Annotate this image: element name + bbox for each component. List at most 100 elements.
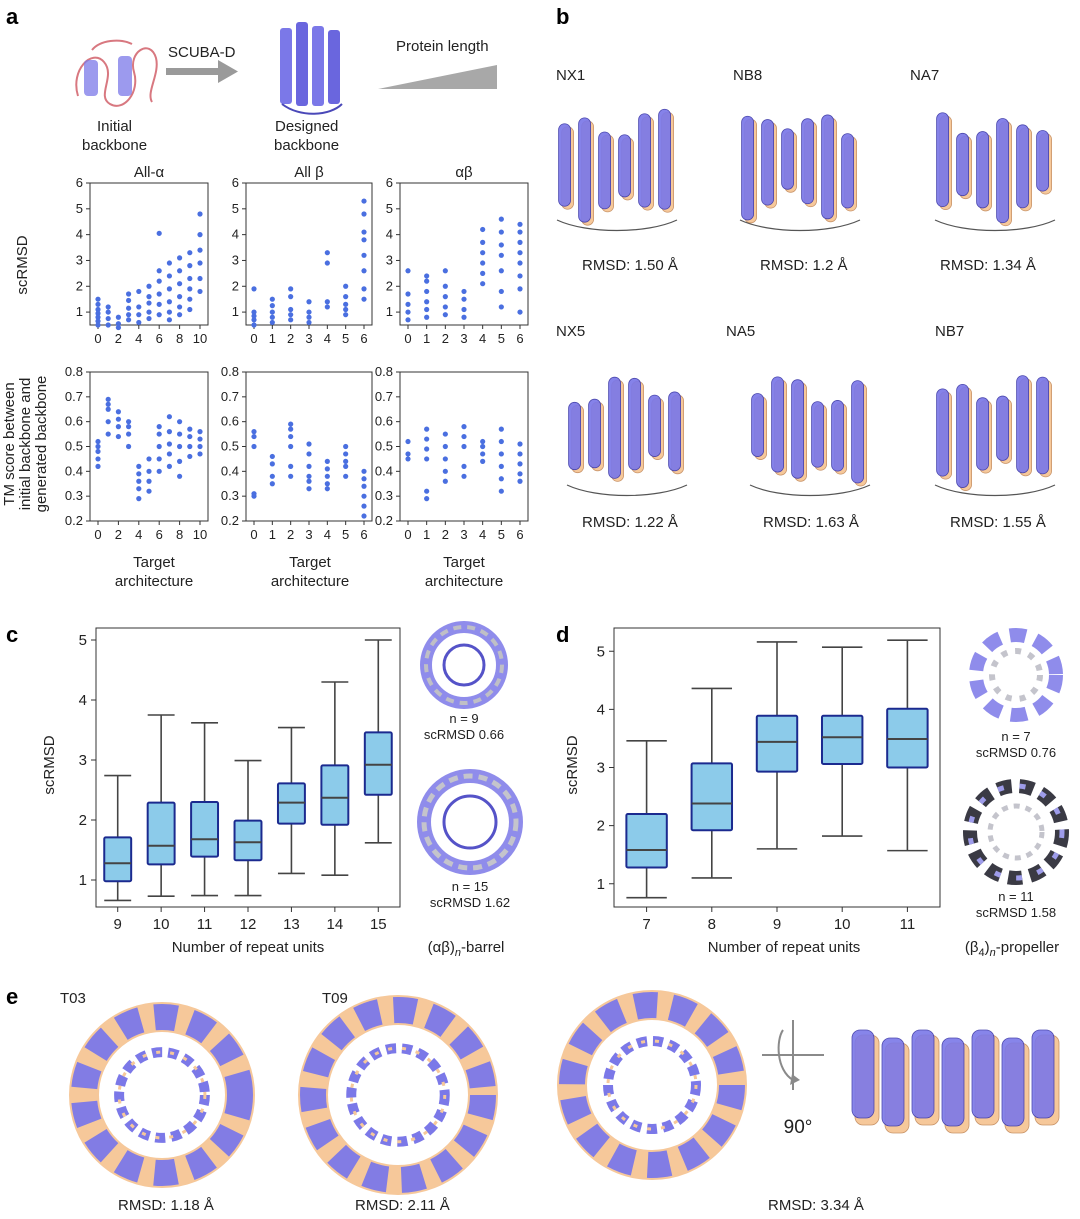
ytick-label: 1	[386, 304, 393, 319]
barrel-inset-n15	[417, 769, 523, 875]
design-element	[841, 133, 854, 209]
scatter-point	[187, 306, 193, 313]
design-element	[781, 128, 794, 190]
scatter-point	[146, 456, 152, 462]
scatter-point	[424, 436, 430, 442]
scatter-point	[405, 317, 411, 323]
ytick-label: 5	[386, 201, 393, 216]
scatter-point	[343, 458, 349, 464]
xtick-label: 0	[404, 331, 411, 346]
box-d-ytick-label: 2	[597, 818, 605, 835]
scatter-point	[461, 424, 467, 430]
ytick-label: 1	[232, 304, 239, 319]
scatter-point	[306, 463, 312, 469]
scatter-point	[288, 317, 294, 323]
scatter-point	[461, 314, 467, 320]
box-c-xtick-label: 10	[153, 916, 170, 933]
design-element	[791, 379, 804, 479]
scatter-point	[95, 322, 101, 328]
scatter-point	[442, 268, 448, 274]
design-element	[668, 391, 681, 472]
ytick-label: 0.3	[221, 488, 239, 503]
ytick-label: 4	[76, 227, 83, 242]
length-label: Protein length	[396, 38, 489, 55]
scatter-point	[424, 314, 430, 320]
xtick-label: 6	[360, 331, 367, 346]
outer-helix-ring-design	[71, 1004, 253, 1186]
scatter-point	[442, 443, 448, 450]
scatter-point	[146, 488, 152, 494]
scatter-point	[177, 443, 183, 450]
scatter-point	[343, 294, 349, 300]
designed-backbone-illustration	[280, 22, 343, 115]
loop	[739, 219, 861, 232]
scatter-point	[461, 306, 467, 313]
xtick-label: 2	[115, 527, 122, 542]
xtick-label: 6	[516, 331, 523, 346]
ytick-label: 0.5	[221, 439, 239, 454]
scatter-point	[197, 429, 203, 435]
scatter-point	[166, 429, 172, 435]
scatter-point	[498, 242, 504, 248]
scatter-point	[187, 286, 193, 292]
scatter-point	[136, 312, 142, 318]
scatter-point	[498, 216, 504, 222]
design-element	[558, 123, 571, 207]
outer-helix-ring-design	[559, 992, 745, 1178]
design-element	[608, 376, 621, 479]
barrel-caption: (αβ)n-barrel	[428, 939, 505, 959]
scatter-point	[288, 312, 294, 318]
scatter-point	[177, 473, 183, 479]
box-c-xtick-label: 12	[240, 916, 257, 933]
scatter-point	[343, 443, 349, 450]
scatter-point	[461, 463, 467, 469]
box-d-box	[690, 762, 734, 832]
box-c-box	[233, 819, 263, 862]
scatter-tmscore-plots: 0.20.30.40.50.60.70.80 2 4 6 8 100.20.30.40.5…	[65, 364, 529, 542]
design-element	[956, 132, 969, 197]
xtick-label: 2	[287, 331, 294, 346]
scatter-point	[146, 294, 152, 300]
scatter-point	[251, 317, 257, 323]
scatter-point	[361, 513, 367, 519]
scatter-point	[251, 286, 257, 292]
xtick-label: 10	[193, 331, 207, 346]
xtick-label: 8	[176, 527, 183, 542]
method-arrow	[166, 60, 238, 83]
scatter-point	[197, 436, 203, 442]
scatter-point	[166, 309, 172, 315]
scatter-point	[442, 468, 448, 474]
scatter-point	[306, 473, 312, 479]
scatter-point	[95, 310, 101, 316]
xtick-label: 5	[498, 331, 505, 346]
loop	[934, 219, 1056, 232]
outer-helix-ring-design	[300, 997, 496, 1193]
scatter-point	[136, 463, 142, 469]
scatter-point	[251, 491, 257, 497]
scatter-point	[105, 322, 111, 328]
scatter-point	[136, 478, 142, 484]
scatter-point	[405, 301, 411, 307]
xtick-label: 5	[342, 331, 349, 346]
ytick-label: 3	[76, 252, 83, 267]
xtick-label: 6	[156, 331, 163, 346]
scatter-point	[424, 446, 430, 452]
scatter-point	[95, 314, 101, 320]
scatter-point	[187, 296, 193, 302]
scatter-point	[166, 441, 172, 447]
design-element	[936, 388, 949, 477]
panel-label-c: c	[6, 622, 18, 647]
scatter-point	[306, 309, 312, 315]
scatter-point	[146, 283, 152, 289]
scatter-point	[517, 441, 523, 447]
design-element	[976, 131, 989, 209]
scatter-point	[288, 463, 294, 469]
scatter-point	[136, 304, 142, 310]
scatter-point	[480, 226, 486, 233]
scatter-bottom-ylabel-1: TM score between	[1, 382, 18, 505]
scatter-point	[343, 301, 349, 307]
scatter-point	[251, 433, 257, 440]
box-d-box	[755, 714, 799, 773]
structure-rmsd-b3: RMSD: 1.22 Å	[582, 514, 678, 531]
scatter-point	[269, 461, 275, 467]
